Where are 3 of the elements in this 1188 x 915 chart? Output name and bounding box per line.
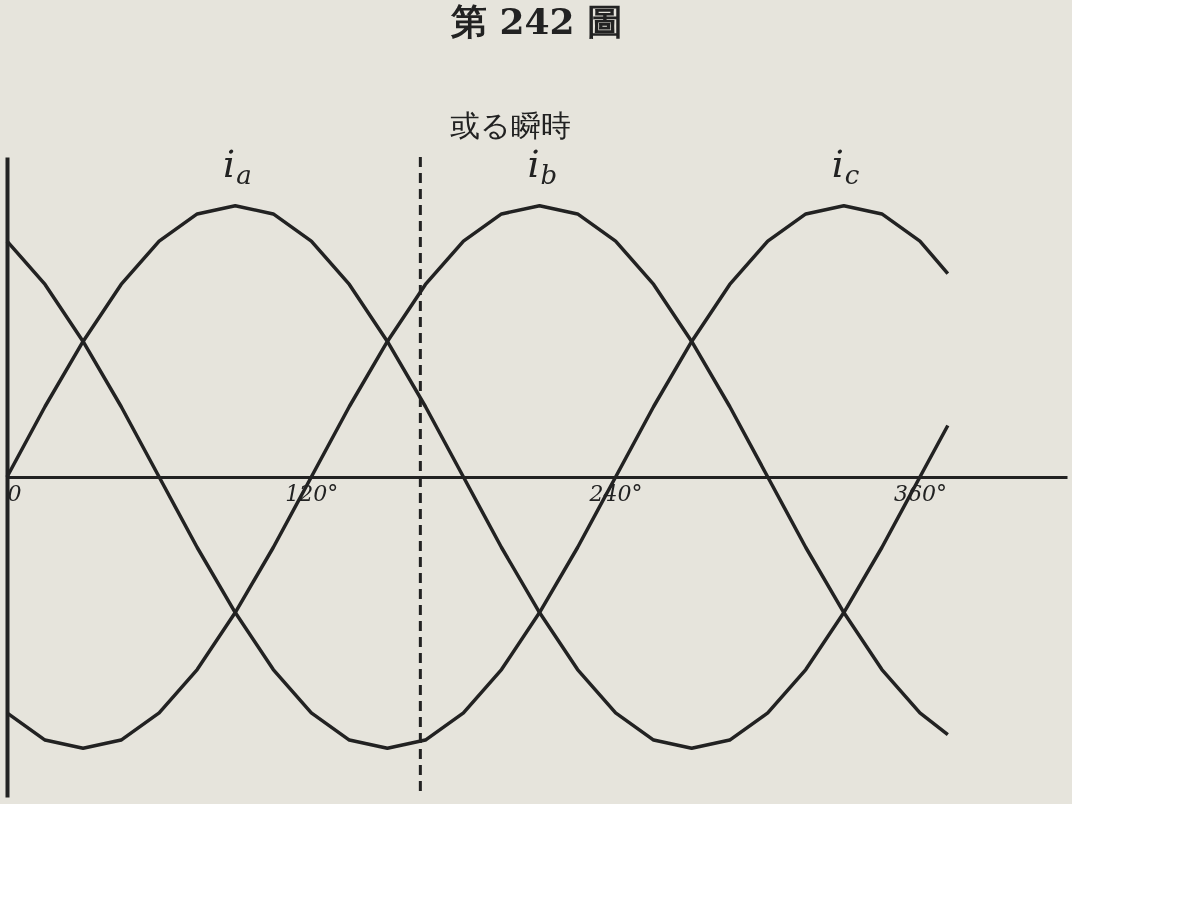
x-tick-label: 0: [7, 480, 22, 506]
ref-line-label: 或る瞬時: [450, 108, 572, 143]
chart-title: 第 242 圖: [449, 0, 624, 42]
